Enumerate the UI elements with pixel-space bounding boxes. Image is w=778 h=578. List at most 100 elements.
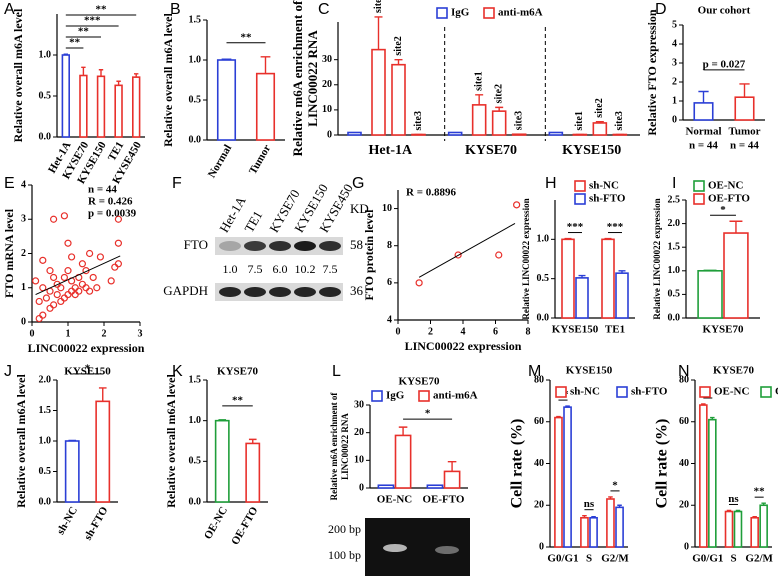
bar <box>575 277 589 319</box>
x-tick-label: KYSE150 <box>552 324 599 336</box>
significance-label: ** <box>96 4 108 16</box>
significance-label: * <box>85 362 91 374</box>
scatter-point <box>35 297 43 306</box>
bar <box>347 131 362 136</box>
error-bar <box>374 16 383 50</box>
error-bar <box>618 270 626 274</box>
bar <box>580 516 589 548</box>
blot-band <box>294 241 316 251</box>
bar <box>114 84 123 138</box>
error-bar <box>68 439 77 442</box>
band-size: 36 <box>350 283 364 298</box>
significance-label: ns <box>728 493 739 505</box>
x-axis-label: LINC00022 expression <box>28 341 145 355</box>
gel-marker-label: 200 bp <box>328 522 361 536</box>
x-tick-label: 6 <box>493 326 498 337</box>
y-tick-label: 0 <box>684 541 689 552</box>
significance-label: ** <box>78 26 90 38</box>
bar <box>447 131 463 136</box>
legend-swatch <box>616 386 628 398</box>
site-label: site3 <box>413 111 424 130</box>
y-tick-label: 2 <box>21 248 26 259</box>
scatter-point <box>71 284 79 292</box>
error-bar <box>248 438 257 444</box>
blot-band <box>319 241 341 251</box>
error-bar <box>710 416 715 420</box>
chart-title: KYSE70 <box>217 366 258 378</box>
bar <box>615 272 629 319</box>
error-bar <box>98 387 107 402</box>
y-tick-label: 4 <box>387 314 392 325</box>
x-tick-label: 2 <box>428 326 433 337</box>
y-axis-label: FTO protein level <box>362 209 376 301</box>
y-tick-label: 0.5 <box>537 273 550 284</box>
y-tick-label: 1.5 <box>189 14 202 25</box>
n-label: n = 44 <box>689 140 718 152</box>
y-tick-label: 3 <box>672 57 677 68</box>
y-tick-label: 0.0 <box>537 312 550 323</box>
y-tick-label: 10 <box>322 104 332 115</box>
group-label: Het-1A <box>369 143 413 158</box>
y-tick-label: 1.0 <box>189 415 202 426</box>
error-bar <box>218 419 227 421</box>
y-tick-label: 4 <box>21 179 26 190</box>
bar <box>132 76 141 138</box>
bar <box>708 418 717 548</box>
panel-letter: F <box>172 175 182 192</box>
scatter-point <box>64 239 72 247</box>
y-axis-label: LINC00022 RNA <box>305 30 320 127</box>
scatter-point <box>31 277 40 285</box>
scatter-point <box>82 284 90 292</box>
legend-swatch <box>371 390 383 402</box>
y-tick-label: 2.0 <box>39 374 52 385</box>
y-tick-label: 1.0 <box>668 265 681 276</box>
y-tick-label: 0.5 <box>189 456 202 467</box>
legend-swatch <box>418 390 430 402</box>
bar <box>79 74 88 138</box>
bar <box>563 406 572 548</box>
y-axis-label: Relative FTO expression <box>645 9 659 136</box>
panel-letter: C <box>318 1 330 18</box>
y-tick-label: 80 <box>534 374 544 385</box>
blot-band <box>269 287 291 297</box>
legend-label: sh-NC <box>589 180 619 192</box>
scatter-point <box>78 280 87 288</box>
x-tick-label: OE-FTO <box>229 504 261 547</box>
trend-line <box>35 255 121 296</box>
significance-label: ns <box>584 498 595 510</box>
legend-swatch <box>574 180 586 192</box>
scatter-point <box>415 279 423 287</box>
panel-letter: M <box>528 363 541 380</box>
bar <box>255 72 276 141</box>
bar <box>589 516 598 548</box>
x-axis-label: LINC00022 expression <box>405 339 522 353</box>
bar <box>615 506 624 548</box>
y-tick-label: 0 <box>21 316 26 327</box>
legend-label: anti-m6A <box>498 7 543 19</box>
bar <box>759 504 768 548</box>
error-bar <box>608 496 613 499</box>
error-bar <box>398 426 408 436</box>
x-tick-label: sh-FTO <box>82 504 111 542</box>
chart-title: KYSE150 <box>64 366 111 378</box>
n-label: n = 44 <box>730 140 759 152</box>
x-tick-label: sh-NC <box>55 505 80 537</box>
error-bar <box>698 90 709 103</box>
scatter-point <box>71 291 79 299</box>
error-bar <box>578 274 586 278</box>
scatter-point <box>454 251 462 259</box>
y-axis-label: Relative overall m6A level <box>164 374 178 508</box>
y-tick-label: 1 <box>21 282 26 293</box>
band-label: GAPDH <box>163 283 208 298</box>
y-tick-label: 20 <box>679 500 689 511</box>
bar <box>723 232 749 319</box>
site-label: site2 <box>493 84 504 103</box>
y-tick-label: 2.0 <box>668 218 681 229</box>
scatter-point <box>78 260 87 268</box>
error-bar <box>564 237 572 240</box>
annotation: R = 0.8896 <box>406 187 456 199</box>
bar <box>471 104 487 136</box>
y-tick-label: 20 <box>354 427 364 438</box>
